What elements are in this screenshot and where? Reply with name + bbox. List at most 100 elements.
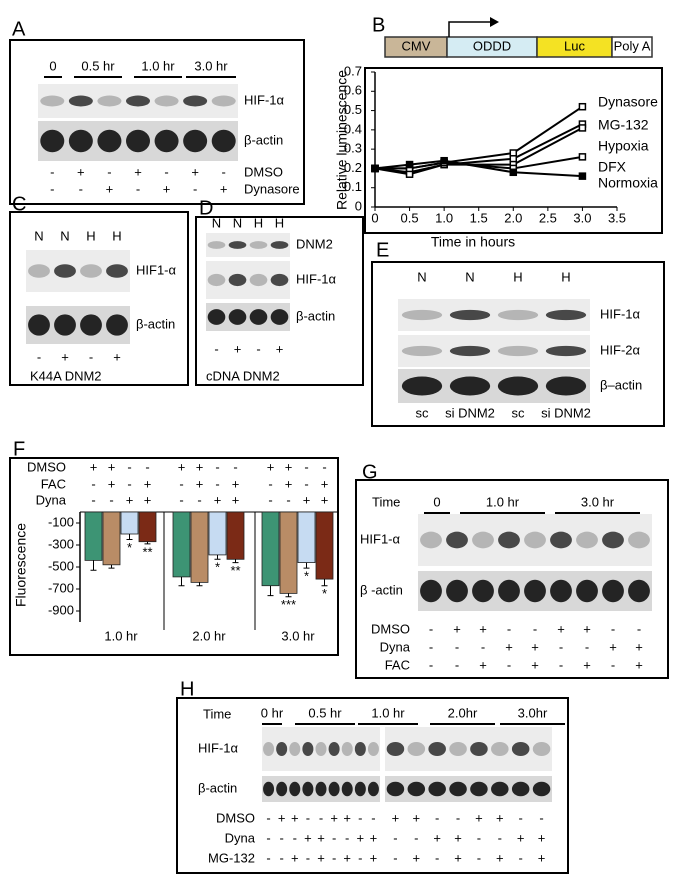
- blot-band: [270, 241, 289, 249]
- condition-sign: +: [61, 349, 69, 364]
- condition-sign: +: [134, 164, 142, 179]
- data-point: [405, 160, 414, 169]
- condition-name: Dyna: [225, 830, 256, 845]
- condition-sign: +: [557, 621, 565, 636]
- y-tick-label: 0.6: [344, 83, 362, 98]
- condition-sign: +: [343, 850, 351, 865]
- panel-label: E: [376, 239, 389, 261]
- data-point: [578, 172, 587, 180]
- condition-name: FAC: [41, 476, 66, 491]
- x-tick-label: 2.0: [504, 210, 522, 225]
- condition-sign: +: [77, 164, 85, 179]
- construct-element: [611, 36, 653, 58]
- blot-band: [263, 781, 275, 797]
- condition-sign: -: [358, 850, 362, 865]
- panel-frame: [355, 479, 669, 679]
- blot-band: [315, 741, 327, 757]
- condition-sign: +: [321, 492, 329, 507]
- condition-sign: -: [481, 639, 485, 654]
- y-tick-label: 0.3: [344, 141, 362, 156]
- y-tick-label: 0.4: [344, 121, 362, 136]
- panel-label: F: [13, 438, 25, 460]
- significance-label: **: [142, 544, 152, 559]
- blot-band: [449, 781, 467, 797]
- x-tick-label: 3.5: [608, 210, 626, 225]
- blot-band: [211, 95, 236, 107]
- condition-name: Dyna: [380, 639, 411, 654]
- panel-label: A: [12, 18, 26, 40]
- blot-band: [401, 309, 443, 321]
- condition-sign: -: [611, 621, 615, 636]
- blot-band: [276, 741, 288, 757]
- condition-sign: -: [136, 181, 140, 196]
- condition-sign: -: [214, 341, 218, 356]
- lane-header: N: [34, 228, 43, 243]
- blot-band: [386, 781, 405, 797]
- blot-band: [550, 579, 572, 603]
- blot-band: [328, 741, 340, 757]
- blot-band: [289, 741, 301, 757]
- condition-name: DMSO: [27, 459, 66, 474]
- error-bar: [196, 582, 203, 587]
- condition-sign: -: [91, 492, 95, 507]
- condition-sign: +: [454, 850, 462, 865]
- condition-sign: +: [113, 349, 121, 364]
- series-label: MG-132: [598, 117, 649, 133]
- x-axis-title: Time in hours: [431, 234, 515, 250]
- condition-sign: -: [256, 341, 260, 356]
- blot-band: [386, 741, 405, 757]
- condition-sign: +: [370, 850, 378, 865]
- condition-sign: -: [222, 164, 226, 179]
- condition-sign: +: [517, 830, 525, 845]
- error-bar: [108, 564, 115, 569]
- panel-frame: [176, 697, 569, 874]
- condition-name: DMSO: [216, 810, 255, 825]
- blot-band: [628, 579, 650, 603]
- condition-sign: -: [50, 164, 54, 179]
- error-bar: [285, 593, 292, 598]
- blot-band: [470, 781, 488, 797]
- condition-sign: -: [127, 476, 131, 491]
- error-bar: [321, 579, 328, 587]
- condition-sign: +: [90, 459, 98, 474]
- group-label: 1.0 hr: [104, 628, 138, 643]
- blot-band: [602, 579, 624, 603]
- condition-name: Dynasore: [244, 181, 300, 196]
- condition-name: DMSO: [371, 621, 410, 636]
- blot-band: [276, 781, 288, 797]
- blot-band: [183, 95, 208, 107]
- blot-band: [420, 579, 442, 603]
- condition-sign: +: [178, 459, 186, 474]
- time-header: 1.0 hr: [371, 705, 405, 720]
- blot-band: [532, 741, 551, 757]
- blot-label: HIF-2α: [600, 342, 641, 357]
- lane-header: H: [275, 215, 284, 230]
- condition-sign: +: [232, 492, 240, 507]
- bar: [138, 511, 157, 543]
- condition-sign: +: [635, 639, 643, 654]
- data-point: [578, 102, 587, 111]
- group-label: 3.0 hr: [281, 628, 315, 643]
- blot-band: [270, 309, 289, 325]
- blot-band: [576, 579, 598, 603]
- panel-label: B: [372, 14, 385, 36]
- condition-sign: -: [293, 830, 297, 845]
- blot-band: [470, 741, 488, 757]
- condition-sign: +: [475, 810, 483, 825]
- blot-band: [497, 309, 539, 321]
- blot-band: [628, 531, 650, 549]
- condition-sign: -: [266, 850, 270, 865]
- blot-band: [449, 741, 467, 757]
- blot-label: HIF1-α: [136, 262, 177, 277]
- blot-band: [498, 579, 520, 603]
- bar: [172, 511, 191, 578]
- time-label: Time: [372, 494, 400, 509]
- blot-band: [545, 345, 587, 357]
- condition-sign: -: [519, 810, 523, 825]
- time-header: 3.0 hr: [194, 58, 228, 73]
- condition-sign: -: [429, 657, 433, 672]
- lane-header: H: [86, 228, 95, 243]
- lane-header: H: [561, 269, 570, 284]
- time-header: 2.0hr: [448, 705, 478, 720]
- condition-sign: +: [196, 476, 204, 491]
